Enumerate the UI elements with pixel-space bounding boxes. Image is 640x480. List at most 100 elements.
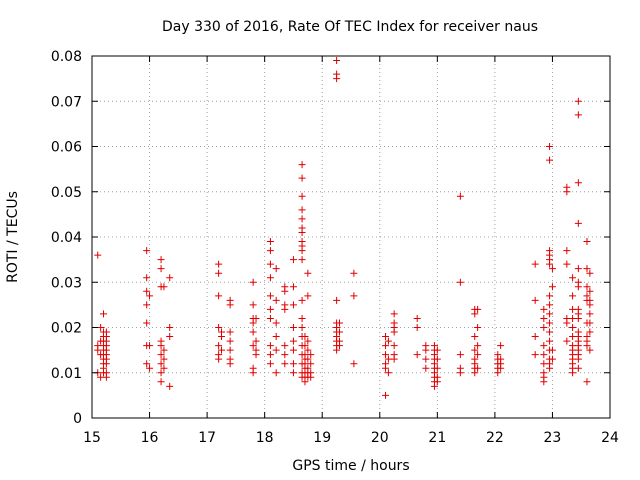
data-point (546, 301, 554, 309)
data-point (586, 328, 594, 336)
data-point (266, 260, 274, 268)
data-point (497, 342, 505, 350)
data-point (301, 333, 309, 341)
x-tick-label: 20 (371, 430, 389, 446)
data-point (252, 337, 260, 345)
data-point (563, 319, 571, 327)
data-point (289, 346, 297, 354)
data-point (289, 369, 297, 377)
data-point (586, 287, 594, 295)
data-point (471, 310, 479, 318)
data-point (574, 283, 582, 291)
data-point (143, 274, 151, 282)
data-point (281, 342, 289, 350)
data-point (143, 319, 151, 327)
data-point (249, 319, 257, 327)
data-point (289, 360, 297, 368)
data-point (497, 364, 505, 372)
data-point (304, 292, 312, 300)
data-point (215, 324, 223, 331)
data-point (160, 346, 168, 354)
data-point (586, 319, 594, 327)
data-point (456, 278, 464, 286)
data-point (333, 75, 341, 83)
data-point (266, 360, 274, 368)
data-point (569, 292, 577, 300)
data-point (548, 283, 556, 291)
data-point (540, 342, 548, 350)
data-point (586, 310, 594, 318)
axis-ticks (91, 55, 611, 419)
data-point (218, 346, 225, 354)
data-point (540, 314, 548, 322)
data-point (157, 265, 165, 273)
data-point (289, 324, 297, 331)
data-point (157, 342, 165, 350)
data-point (304, 355, 312, 363)
data-point (249, 328, 257, 336)
data-point (583, 378, 591, 386)
data-point (335, 328, 343, 336)
data-point (471, 346, 479, 354)
data-point (215, 342, 223, 350)
data-point (166, 382, 174, 390)
data-point (289, 283, 297, 291)
data-point (546, 319, 554, 327)
data-point (382, 333, 390, 341)
data-point (226, 360, 234, 368)
data-point (546, 292, 554, 300)
data-point (456, 192, 464, 200)
data-point (281, 360, 289, 368)
data-point (102, 360, 110, 368)
data-point (350, 360, 358, 368)
data-point (333, 346, 341, 354)
data-point (307, 373, 315, 381)
x-tick-label: 24 (601, 430, 619, 446)
data-point (350, 269, 358, 277)
data-point (474, 364, 482, 372)
data-point (583, 342, 591, 350)
data-point (540, 351, 548, 359)
data-point (422, 346, 430, 354)
data-point (456, 351, 464, 359)
y-tick-label: 0 (73, 411, 82, 427)
data-point (413, 324, 421, 331)
data-point (574, 97, 582, 105)
data-point (583, 265, 591, 273)
data-point (433, 364, 441, 372)
y-axis-label: ROTI / TECUs (5, 191, 21, 283)
data-point (422, 364, 430, 372)
data-point (384, 369, 392, 377)
data-point (413, 351, 421, 359)
data-point (350, 292, 358, 300)
data-point (546, 364, 554, 372)
data-point (94, 251, 102, 259)
data-point (272, 296, 280, 304)
grid (92, 56, 610, 418)
data-point (266, 351, 274, 359)
data-point (252, 351, 260, 359)
data-point (574, 314, 582, 322)
data-point (289, 337, 297, 345)
data-point (546, 156, 554, 164)
data-point (390, 342, 398, 350)
data-point (215, 292, 223, 300)
data-point (569, 274, 577, 282)
data-point (474, 305, 482, 313)
y-tick-label: 0.03 (51, 275, 82, 291)
data-point (574, 355, 582, 363)
data-point (272, 319, 280, 327)
data-point (160, 364, 168, 372)
data-point (456, 369, 464, 377)
data-point (215, 355, 223, 363)
data-point (304, 269, 312, 277)
data-point (266, 274, 274, 282)
data-point (289, 301, 297, 309)
data-point (160, 283, 168, 291)
data-point (157, 378, 165, 386)
data-point (382, 364, 390, 372)
data-point (166, 324, 174, 331)
data-point (546, 328, 554, 336)
data-point (143, 301, 151, 309)
